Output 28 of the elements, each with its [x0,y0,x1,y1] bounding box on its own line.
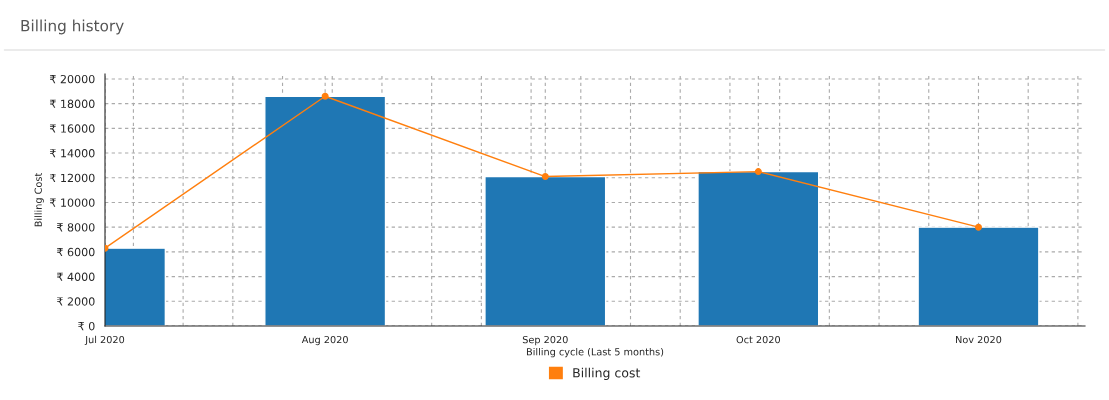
y-tick-label: ₹ 12000 [49,173,95,183]
y-axis-title: Billing Cost [34,172,44,227]
y-tick-label: ₹ 18000 [49,99,95,109]
point [975,223,982,231]
y-tick-label: ₹ 16000 [49,124,95,133]
x-tick-label: Oct 2020 [736,335,781,344]
x-axis-title: Billing cycle (Last 5 months) [526,347,664,358]
y-tick-label: ₹ 2000 [56,297,95,306]
x-tick-label: Nov 2020 [956,335,1002,344]
y-tick-label: ₹ 4000 [56,272,95,281]
y-tick-label: ₹ 14000 [49,149,95,158]
y-tick-label: ₹ 6000 [56,247,95,257]
y-tick-label: ₹ 0 [78,321,95,331]
legend-label: Billing cost [573,367,641,380]
x-tick-label: Sep 2020 [522,335,568,346]
point [754,168,762,176]
point [541,173,549,181]
x-tick-label: Jul 2020 [84,335,125,346]
chart-title: Billing history [21,19,124,35]
y-tick-label: ₹ 8000 [56,223,95,232]
bar [917,226,1040,326]
y-tick-label: ₹ 10000 [49,198,95,207]
point [321,92,329,100]
x-tick-label: Aug 2020 [301,335,348,346]
bar [484,175,607,326]
y-tick-label: ₹ 20000 [49,74,95,84]
bar [264,95,387,326]
bar [697,170,820,326]
